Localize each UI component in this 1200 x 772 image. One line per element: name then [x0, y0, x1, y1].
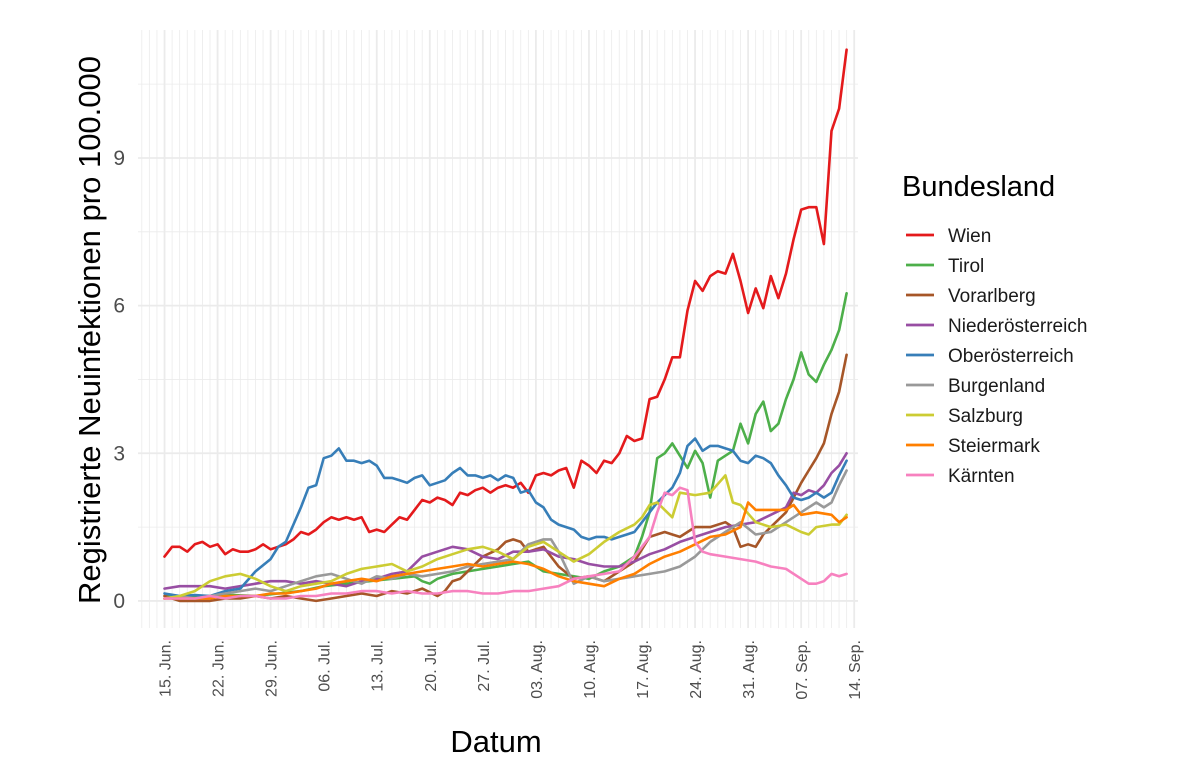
- y-tick-label: 6: [113, 295, 125, 318]
- legend: Bundesland Wien Tirol Vorarlberg Niederöste…: [902, 171, 1087, 487]
- legend-label: Niederösterreich: [948, 316, 1087, 337]
- x-tick-label: 31. Aug.: [741, 640, 758, 699]
- x-axis-title: Datum: [450, 724, 541, 759]
- legend-item: Tirol: [906, 256, 984, 277]
- legend-label: Tirol: [948, 256, 984, 277]
- series-line-burgenland: [163, 469, 848, 600]
- x-tick-label: 22. Jun.: [211, 640, 228, 697]
- legend-item: Kärnten: [906, 466, 1015, 487]
- legend-item: Burgenland: [906, 376, 1045, 397]
- x-tick-label: 24. Aug.: [688, 640, 705, 699]
- legend-item: Vorarlberg: [906, 286, 1036, 307]
- x-tick-label: 27. Jul.: [476, 640, 493, 692]
- legend-label: Steiermark: [948, 436, 1040, 457]
- x-tick-label: 13. Jul.: [370, 640, 387, 692]
- legend-label: Kärnten: [948, 466, 1015, 487]
- x-tick-label: 15. Jun.: [158, 640, 175, 697]
- legend-item: Niederösterreich: [906, 316, 1087, 337]
- x-tick-label: 07. Sep.: [794, 640, 811, 700]
- x-tick-label: 20. Jul.: [423, 640, 440, 692]
- y-tick-label: 0: [113, 590, 125, 613]
- y-tick-label: 9: [113, 147, 125, 170]
- y-axis-title: Registrierte Neuinfektionen pro 100.000: [72, 56, 107, 604]
- legend-item: Salzburg: [906, 406, 1023, 427]
- y-axis-ticks: 0 3 6 9: [113, 147, 125, 613]
- series-line-kärnten: [163, 486, 848, 600]
- x-tick-label: 10. Aug.: [582, 640, 599, 699]
- x-tick-label: 03. Aug.: [529, 640, 546, 699]
- legend-title: Bundesland: [902, 171, 1055, 203]
- legend-item: Wien: [906, 226, 991, 247]
- x-tick-label: 06. Jul.: [317, 640, 334, 692]
- legend-label: Burgenland: [948, 376, 1045, 397]
- x-tick-label: 14. Sep.: [847, 640, 864, 700]
- legend-label: Salzburg: [948, 406, 1023, 427]
- x-tick-label: 17. Aug.: [635, 640, 652, 699]
- legend-label: Wien: [948, 226, 991, 247]
- legend-item: Steiermark: [906, 436, 1040, 457]
- y-tick-label: 3: [113, 442, 125, 465]
- x-axis-ticks: 15. Jun. 22. Jun. 29. Jun. 06. Jul. 13. Jul.…: [158, 640, 865, 700]
- grid: [138, 30, 858, 628]
- legend-item: Oberösterreich: [906, 346, 1074, 367]
- legend-label: Oberösterreich: [948, 346, 1074, 367]
- series-lines: [163, 48, 848, 603]
- series-line-oberösterreich: [163, 437, 848, 598]
- series-line-steiermark: [163, 501, 848, 600]
- x-tick-label: 29. Jun.: [264, 640, 281, 697]
- legend-label: Vorarlberg: [948, 286, 1036, 307]
